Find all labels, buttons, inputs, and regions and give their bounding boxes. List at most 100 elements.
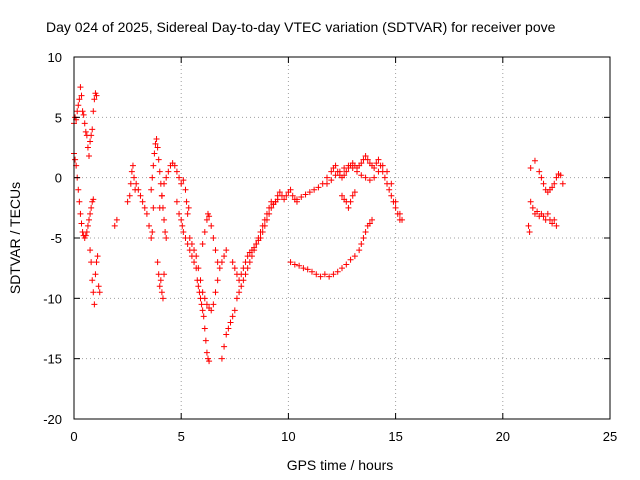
series-segment-4 bbox=[111, 216, 120, 229]
data-point-marker bbox=[178, 216, 185, 223]
data-point-marker bbox=[165, 168, 172, 175]
data-point-marker bbox=[526, 228, 533, 235]
data-point-marker bbox=[268, 204, 275, 211]
data-point-marker bbox=[351, 189, 358, 196]
data-point-marker bbox=[179, 222, 186, 229]
data-point-marker bbox=[171, 162, 178, 169]
data-point-marker bbox=[373, 160, 380, 167]
series-segment-15 bbox=[323, 162, 406, 223]
data-point-marker bbox=[148, 186, 155, 193]
data-point-marker bbox=[128, 168, 135, 175]
data-point-marker bbox=[150, 204, 157, 211]
data-point-marker bbox=[216, 265, 223, 272]
data-point-marker bbox=[156, 283, 163, 290]
data-point-marker bbox=[94, 253, 101, 260]
data-point-marker bbox=[203, 216, 210, 223]
data-point-marker bbox=[197, 277, 204, 284]
series-segment-17 bbox=[287, 216, 376, 280]
data-point-marker bbox=[78, 92, 85, 99]
data-point-marker bbox=[87, 138, 94, 145]
data-point-marker bbox=[362, 174, 369, 181]
data-points bbox=[71, 84, 566, 365]
data-point-marker bbox=[345, 204, 352, 211]
data-point-marker bbox=[281, 196, 288, 203]
data-point-marker bbox=[208, 222, 215, 229]
data-point-marker bbox=[332, 162, 339, 169]
x-tick-label: 20 bbox=[496, 429, 510, 444]
data-point-marker bbox=[156, 204, 163, 211]
data-point-marker bbox=[184, 210, 191, 217]
data-point-marker bbox=[203, 349, 210, 356]
data-point-marker bbox=[86, 152, 93, 159]
data-point-marker bbox=[218, 259, 225, 266]
data-point-marker bbox=[93, 259, 100, 266]
data-point-marker bbox=[259, 228, 266, 235]
data-point-marker bbox=[527, 198, 534, 205]
data-point-marker bbox=[354, 168, 361, 175]
data-point-marker bbox=[229, 259, 236, 266]
data-point-marker bbox=[544, 210, 551, 217]
data-point-marker bbox=[251, 244, 258, 251]
data-point-marker bbox=[182, 186, 189, 193]
data-point-marker bbox=[212, 289, 219, 296]
data-point-marker bbox=[151, 150, 158, 157]
data-point-marker bbox=[296, 262, 303, 269]
data-point-marker bbox=[388, 192, 395, 199]
y-axis-ticks: 10 5 0 -5 -10 -15 -20 bbox=[43, 50, 610, 427]
data-point-marker bbox=[201, 228, 208, 235]
data-point-marker bbox=[82, 232, 89, 239]
data-point-marker bbox=[76, 198, 83, 205]
data-point-marker bbox=[158, 192, 165, 199]
data-point-marker bbox=[392, 204, 399, 211]
data-point-marker bbox=[155, 271, 162, 278]
data-point-marker bbox=[198, 301, 205, 308]
data-point-marker bbox=[369, 216, 376, 223]
data-point-marker bbox=[76, 96, 83, 103]
data-point-marker bbox=[87, 210, 94, 217]
data-point-marker bbox=[356, 247, 363, 254]
y-tick-label: -15 bbox=[43, 352, 62, 367]
data-point-marker bbox=[351, 253, 358, 260]
data-point-marker bbox=[227, 319, 234, 326]
data-point-marker bbox=[78, 220, 85, 227]
series-segment-7 bbox=[154, 259, 168, 302]
data-point-marker bbox=[339, 192, 345, 199]
data-point-marker bbox=[358, 241, 365, 248]
data-point-marker bbox=[293, 196, 300, 203]
data-point-marker bbox=[88, 204, 95, 211]
data-point-marker bbox=[326, 273, 333, 280]
data-point-marker bbox=[549, 220, 556, 227]
data-point-marker bbox=[343, 168, 350, 175]
data-point-marker bbox=[149, 228, 156, 235]
data-point-marker bbox=[399, 216, 406, 223]
series-segment-8 bbox=[156, 160, 192, 217]
data-point-marker bbox=[139, 198, 146, 205]
data-point-marker bbox=[199, 241, 206, 248]
series-segment-11 bbox=[199, 210, 230, 272]
data-point-marker bbox=[536, 168, 543, 175]
data-point-marker bbox=[163, 174, 170, 181]
data-point-marker bbox=[152, 140, 159, 147]
data-point-marker bbox=[557, 172, 564, 179]
data-point-marker bbox=[317, 273, 324, 280]
data-point-marker bbox=[527, 165, 534, 172]
data-point-marker bbox=[534, 208, 541, 215]
data-point-marker bbox=[551, 180, 558, 187]
y-axis-label: SDTVAR / TECUs bbox=[7, 182, 23, 294]
data-point-marker bbox=[131, 174, 138, 181]
data-point-marker bbox=[276, 189, 283, 196]
data-point-marker bbox=[364, 156, 371, 163]
data-point-marker bbox=[124, 198, 131, 205]
data-point-marker bbox=[538, 174, 545, 181]
data-point-marker bbox=[244, 253, 251, 260]
data-point-marker bbox=[84, 222, 91, 229]
data-point-marker bbox=[89, 277, 96, 284]
data-point-marker bbox=[206, 358, 213, 365]
data-point-marker bbox=[321, 271, 328, 278]
data-point-marker bbox=[362, 152, 369, 159]
data-point-marker bbox=[323, 174, 330, 181]
data-point-marker bbox=[287, 186, 294, 193]
data-point-marker bbox=[206, 213, 213, 220]
series-segment-3 bbox=[87, 247, 103, 308]
data-point-marker bbox=[163, 235, 170, 241]
